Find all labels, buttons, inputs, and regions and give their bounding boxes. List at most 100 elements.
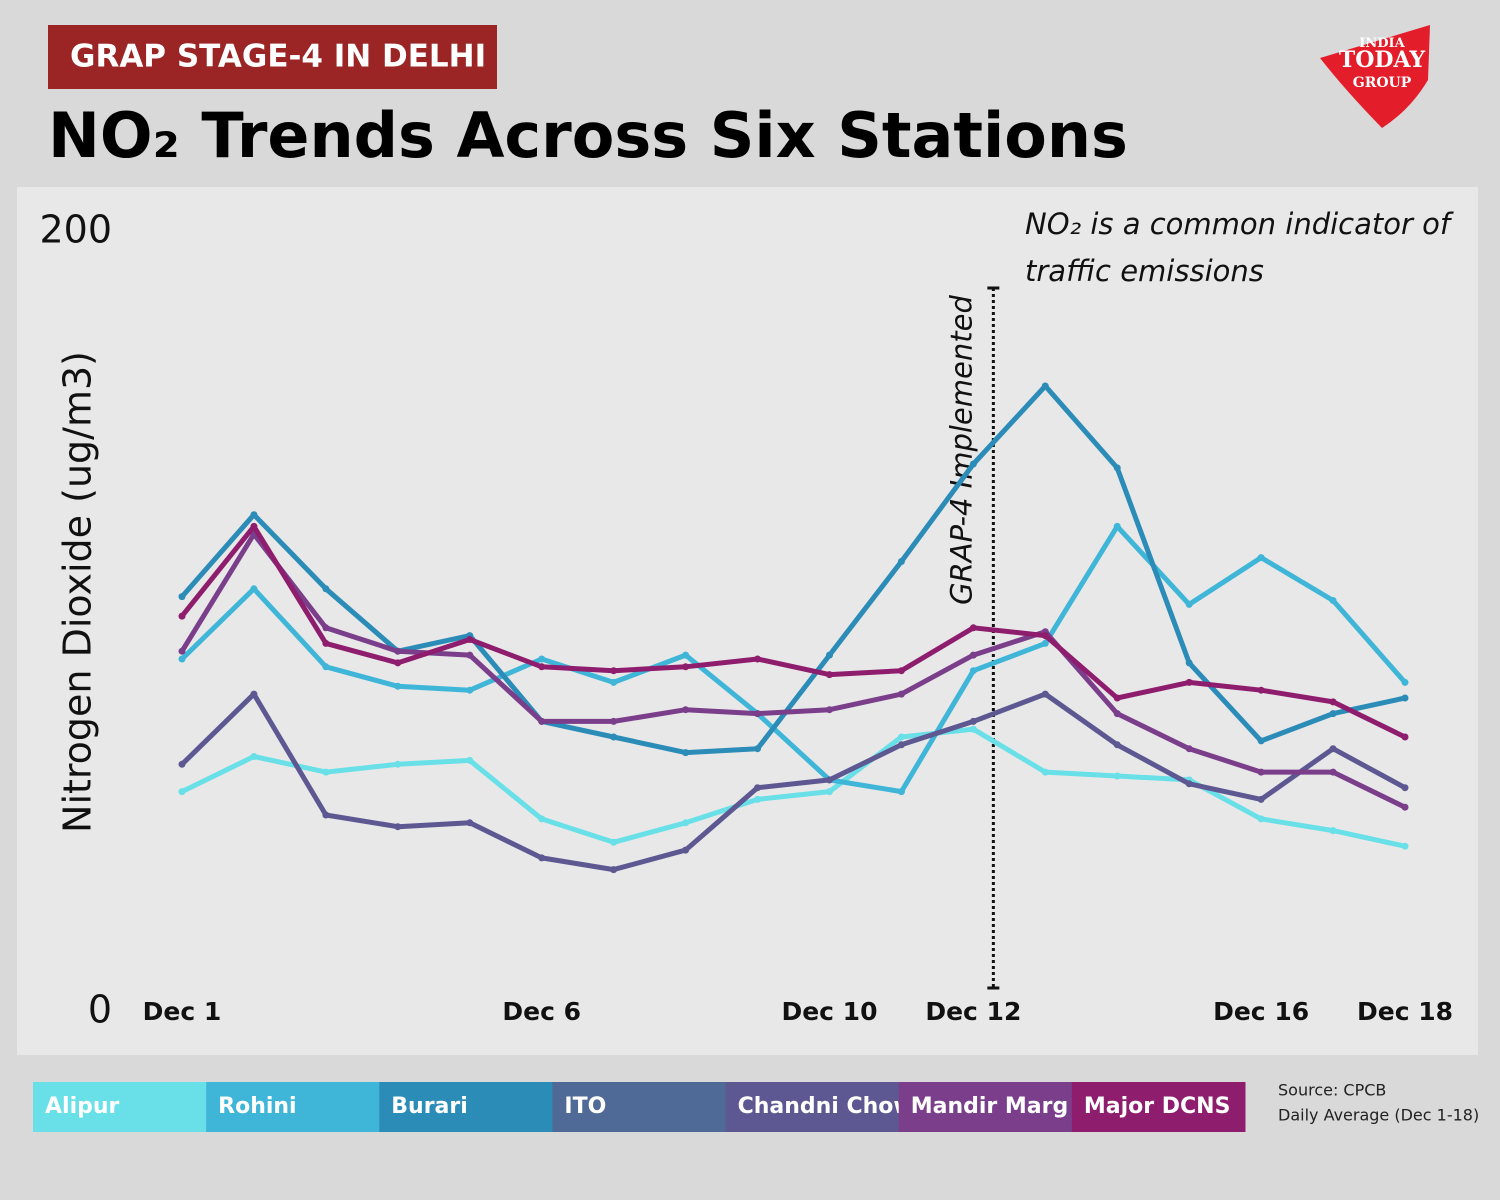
data-point	[1401, 733, 1409, 741]
data-point	[1257, 815, 1265, 823]
legend-swatch	[725, 1082, 900, 1132]
data-point	[897, 741, 905, 749]
data-point	[394, 659, 402, 667]
data-point	[1185, 678, 1193, 686]
data-point	[178, 593, 186, 601]
data-point	[178, 760, 186, 768]
data-point	[1401, 694, 1409, 702]
data-point	[1113, 741, 1121, 749]
data-point	[466, 756, 474, 764]
data-point	[538, 854, 546, 862]
data-point	[322, 663, 330, 671]
data-point	[1257, 686, 1265, 694]
legend-swatch	[1071, 1082, 1246, 1132]
series-line	[179, 383, 1408, 756]
annotation-label: GRAP-4 Implemented	[944, 295, 978, 605]
data-point	[466, 686, 474, 694]
data-point	[825, 706, 833, 714]
data-point	[1329, 597, 1337, 604]
series-line	[179, 531, 1408, 810]
data-point	[682, 846, 690, 854]
data-point	[969, 725, 977, 733]
legend-swatch	[33, 1082, 207, 1132]
data-point	[250, 753, 258, 760]
source: Daily Average (Dec 1-18)	[1278, 1106, 1479, 1125]
data-point	[538, 717, 546, 725]
data-point	[897, 667, 905, 675]
data-point	[1329, 827, 1337, 835]
data-point	[1041, 768, 1049, 776]
data-point	[1257, 795, 1265, 803]
data-point	[466, 819, 474, 827]
data-point	[1329, 745, 1337, 753]
data-point	[610, 678, 618, 686]
y-tick-label: 200	[39, 208, 112, 252]
data-point	[1185, 600, 1193, 608]
data-point	[322, 811, 330, 819]
data-point	[1041, 382, 1049, 390]
legend-label: Chandni Chowk	[738, 1094, 930, 1119]
data-point	[1113, 522, 1121, 530]
data-point	[825, 651, 833, 659]
legend-label: ITO	[564, 1094, 606, 1119]
y-axis-label: Nitrogen Dioxide (ug/m3)	[56, 351, 100, 833]
data-point	[610, 733, 618, 741]
data-point	[897, 690, 905, 698]
legend-label: Alipur	[45, 1094, 120, 1119]
data-point	[538, 663, 546, 671]
data-point	[250, 522, 258, 530]
data-point	[1329, 698, 1337, 706]
data-point	[250, 585, 258, 593]
legend-label: Major DCNS	[1084, 1094, 1231, 1119]
data-point	[538, 655, 546, 663]
data-point	[1113, 710, 1121, 718]
legend-label: Burari	[391, 1094, 468, 1119]
legend-label: Rohini	[218, 1094, 296, 1119]
data-point	[825, 776, 833, 784]
legend-label: Mandir Marg	[911, 1094, 1069, 1119]
data-point	[538, 815, 546, 823]
data-point	[610, 866, 618, 874]
source: Source: CPCB	[1278, 1081, 1386, 1100]
data-point	[969, 460, 977, 468]
legend-swatch	[552, 1082, 727, 1132]
data-point	[1041, 639, 1049, 647]
data-point	[1113, 464, 1121, 472]
data-point	[250, 511, 258, 519]
logo: INDIA TODAY GROUP	[1320, 25, 1430, 128]
data-point	[1185, 780, 1193, 788]
data-point	[178, 788, 186, 796]
data-point	[250, 690, 258, 698]
data-point	[1185, 659, 1193, 667]
data-point	[682, 819, 690, 827]
series-line	[179, 523, 1408, 740]
x-tick-label: Dec 12	[925, 997, 1021, 1026]
data-point	[897, 788, 905, 796]
data-point	[969, 651, 977, 659]
data-point	[610, 717, 618, 725]
x-tick-label: Dec 6	[502, 997, 581, 1026]
data-point	[466, 636, 474, 643]
chart-title: NO₂ Trends Across Six Stations	[48, 99, 1128, 172]
x-tick-label: Dec 18	[1357, 997, 1453, 1026]
note: NO₂ is a common indicator of	[1025, 207, 1454, 241]
data-point	[394, 647, 402, 655]
data-point	[897, 733, 905, 741]
data-point	[394, 823, 402, 831]
series-line	[179, 691, 1408, 873]
data-point	[754, 655, 762, 663]
data-point	[1041, 690, 1049, 698]
badge-box	[48, 25, 497, 89]
data-point	[1329, 768, 1337, 776]
y-tick-label: 0	[88, 988, 112, 1032]
data-point	[1113, 694, 1121, 702]
data-point	[825, 671, 833, 679]
data-point	[610, 667, 618, 675]
data-point	[178, 647, 186, 655]
logo-text: TODAY	[1339, 47, 1426, 73]
data-point	[178, 655, 186, 663]
legend-swatch	[206, 1082, 380, 1132]
logo-text: GROUP	[1353, 75, 1412, 91]
data-point	[322, 585, 330, 593]
